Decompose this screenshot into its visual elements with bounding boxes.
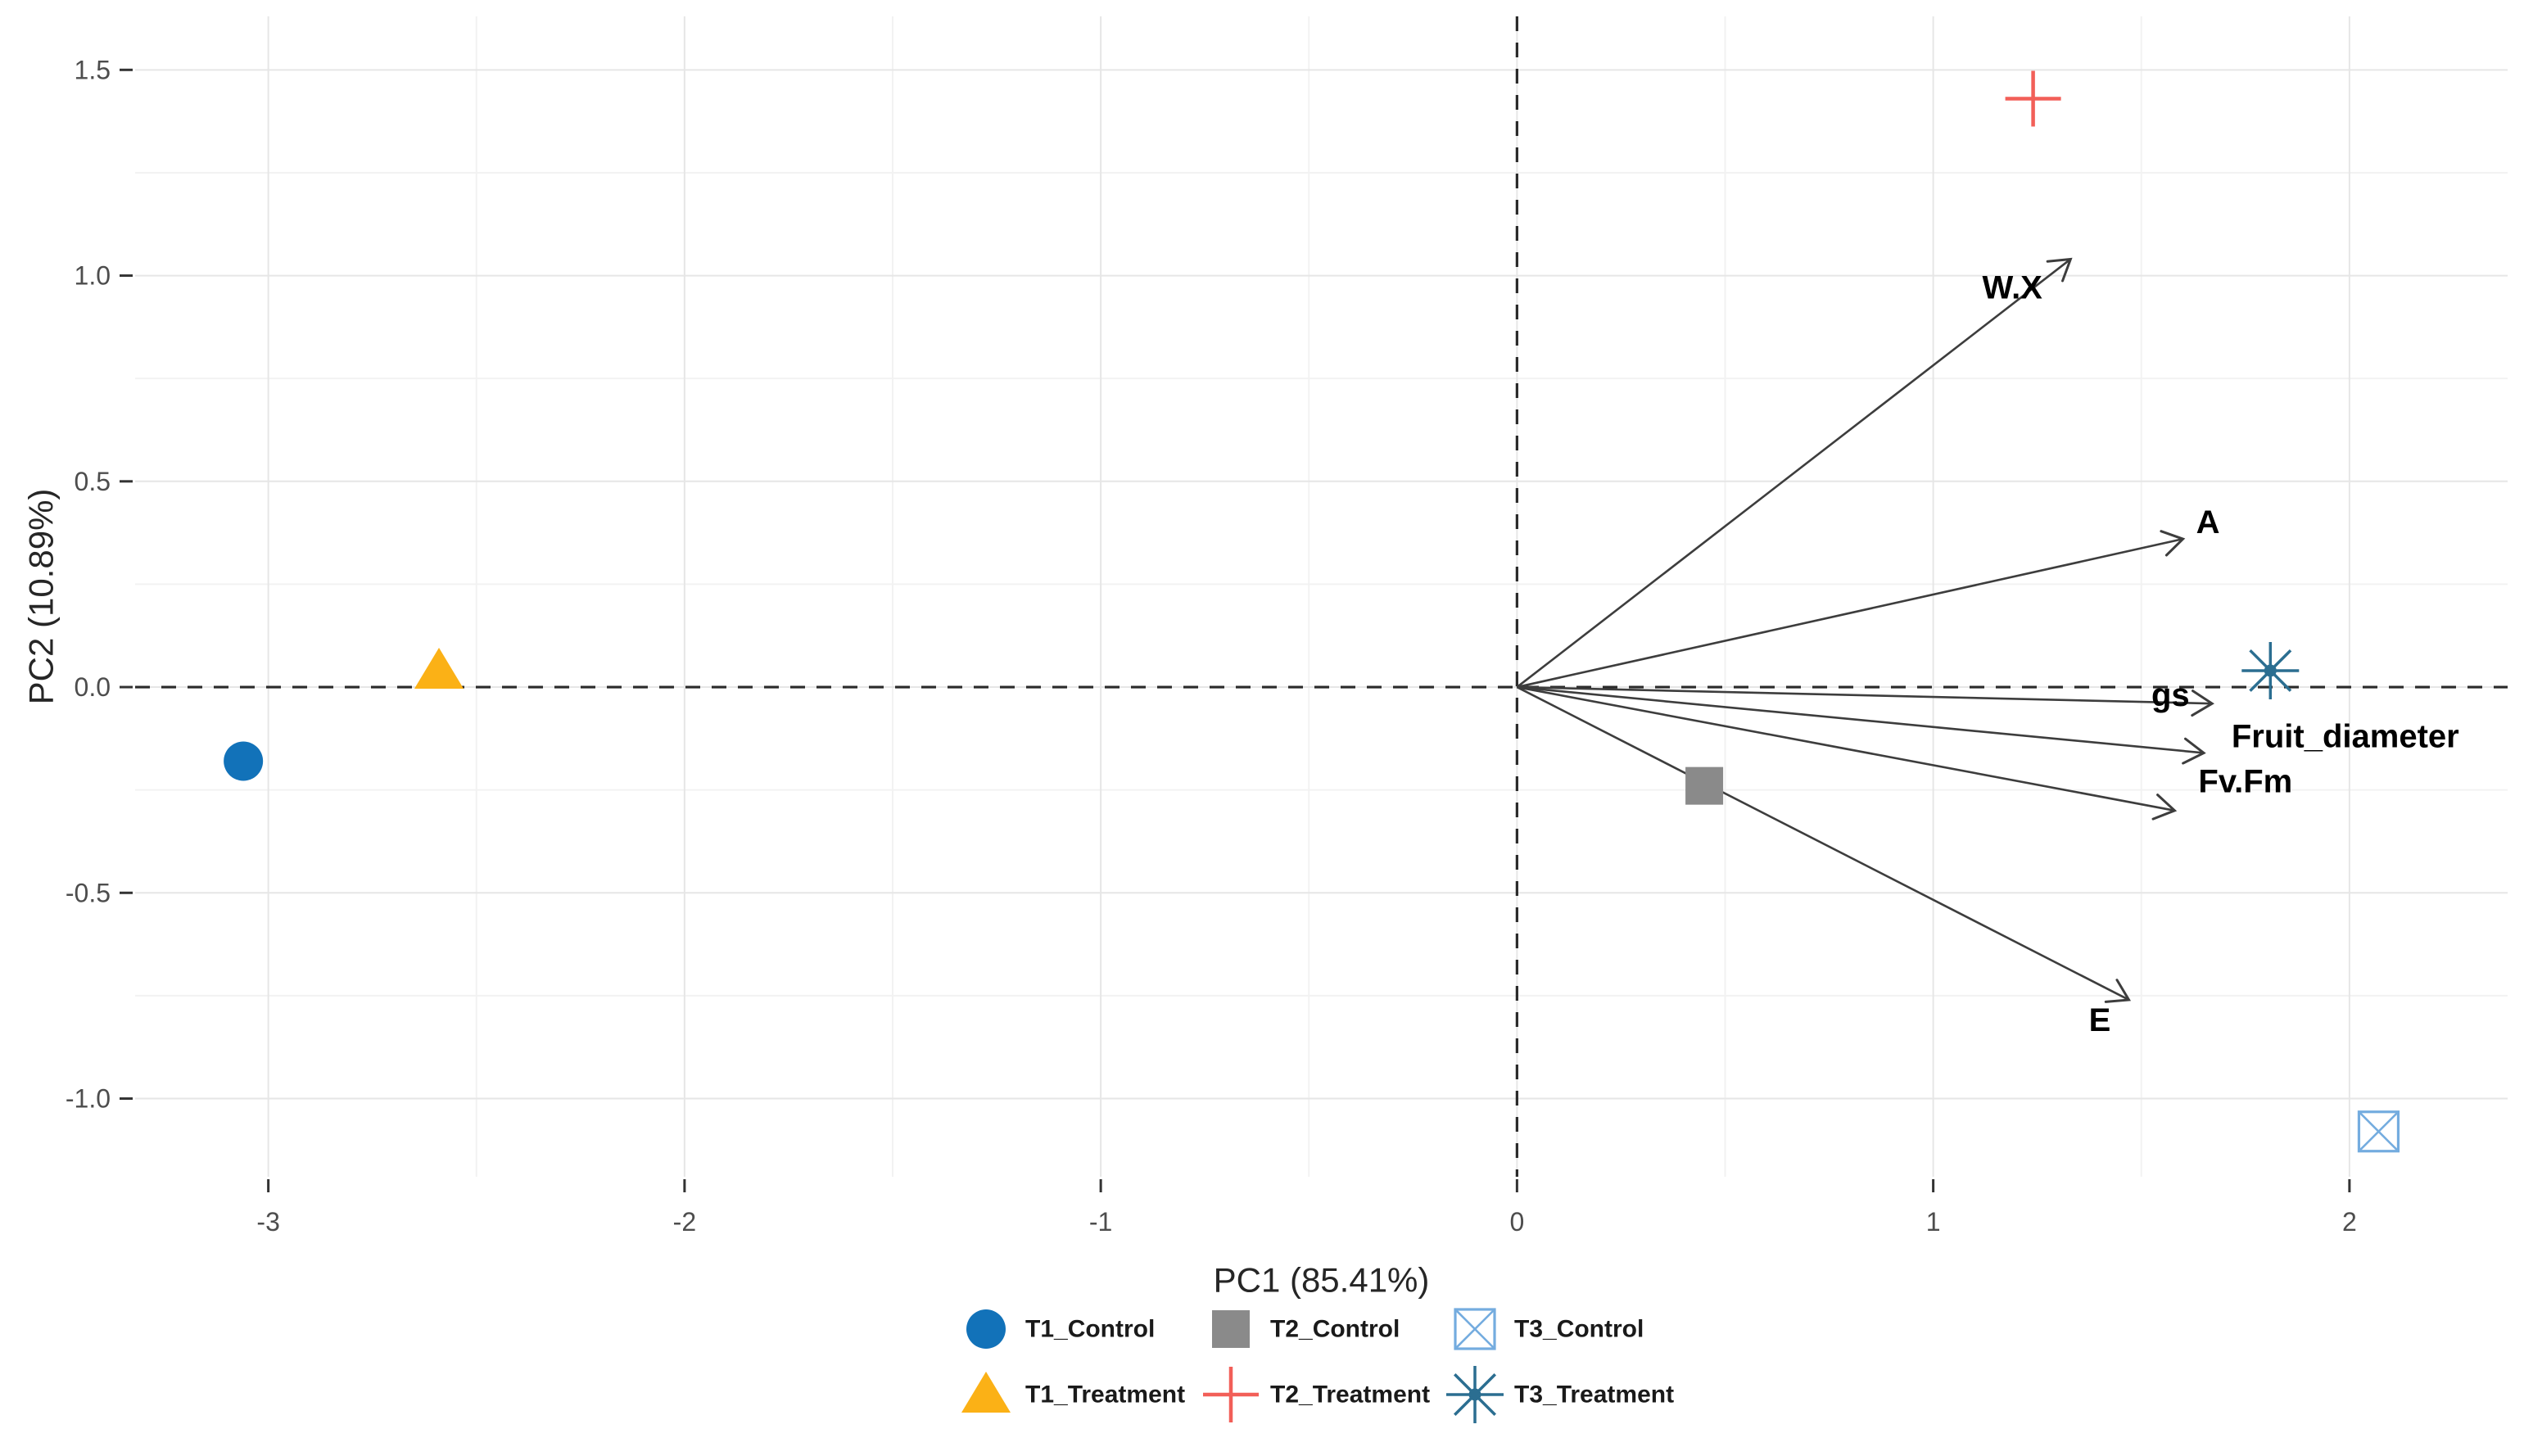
x-axis-title: PC1 (85.41%) — [1214, 1261, 1430, 1300]
axes: -3 -2 -1 0 1 2 -1.0 -0.5 0.0 0.5 1.0 1.5 PC1 (85.41%… — [22, 55, 2357, 1299]
legend-symbol-circle-icon — [966, 1309, 1006, 1349]
legend-label-t2-treatment: T2_Treatment — [1270, 1381, 1430, 1409]
y-axis-tick-label: 1.5 — [75, 55, 111, 84]
y-axis-title: PC2 (10.89%) — [22, 489, 61, 705]
legend-item-t3-control: T3_Control — [1454, 1308, 1644, 1350]
y-axis-tick-label: 0.0 — [75, 672, 111, 702]
data-point-t3-treatment — [2241, 641, 2300, 699]
loading-label-e: E — [2089, 1002, 2111, 1038]
legend-label-t1-treatment: T1_Treatment — [1025, 1381, 1185, 1409]
legend-label-t2-control: T2_Control — [1270, 1316, 1400, 1343]
loading-label-fv-fm: Fv.Fm — [2198, 764, 2292, 800]
legend-symbol-square-icon — [1212, 1310, 1250, 1348]
loading-label-w-x: W.X — [1983, 270, 2043, 306]
data-point-t2-control — [1685, 766, 1724, 805]
x-axis-tick-label: 1 — [1926, 1207, 1941, 1237]
legend-label-t1-control: T1_Control — [1025, 1316, 1155, 1343]
loading-arrows: W.X Ags Fruit_diameter Fv.Fm E — [1516, 257, 2459, 1038]
legend: T1_Control T2_Control T3_Control T1_Treatme… — [961, 1308, 1674, 1423]
x-axis-tick-label: -2 — [673, 1207, 696, 1237]
loading-label-gs: gs — [2151, 677, 2190, 713]
loading-arrow-e — [1516, 685, 2132, 1003]
y-axis-tick-label: 0.5 — [75, 467, 111, 496]
x-axis-tick-label: 2 — [2342, 1207, 2357, 1237]
loading-label-a: A — [2196, 504, 2220, 540]
legend-item-t1-control: T1_Control — [966, 1309, 1155, 1349]
loading-arrow-gs — [1517, 685, 2214, 717]
legend-label-t3-treatment: T3_Treatment — [1514, 1381, 1674, 1409]
legend-symbol-asterisk-icon — [1446, 1366, 1504, 1423]
legend-symbol-triangle-icon — [961, 1372, 1011, 1413]
grid-minor — [135, 16, 2508, 1177]
zero-reference-lines — [135, 16, 2508, 1177]
x-axis-tick-label: 0 — [1509, 1207, 1524, 1237]
data-points — [224, 70, 2400, 1153]
legend-symbol-plus-icon — [1203, 1367, 1259, 1422]
loading-label-fruit-diameter: Fruit_diameter — [2232, 718, 2459, 754]
loading-arrow-w-x — [1516, 257, 2073, 689]
legend-item-t1-treatment: T1_Treatment — [961, 1372, 1185, 1413]
y-axis-tick-label: -0.5 — [66, 878, 111, 907]
y-axis-tick-label: 1.0 — [75, 261, 111, 291]
legend-item-t3-treatment: T3_Treatment — [1446, 1366, 1674, 1423]
y-axis-tick-label: -1.0 — [66, 1084, 111, 1114]
loading-arrow-fv-fm — [1517, 685, 2178, 821]
data-point-t1-control — [224, 741, 264, 781]
legend-label-t3-control: T3_Control — [1514, 1316, 1644, 1343]
x-axis-tick-label: -3 — [256, 1207, 279, 1237]
data-point-t2-treatment — [2005, 70, 2061, 127]
x-axis-tick-label: -1 — [1089, 1207, 1112, 1237]
legend-item-t2-treatment: T2_Treatment — [1203, 1367, 1430, 1422]
legend-symbol-square-x-icon — [1454, 1308, 1496, 1350]
legend-item-t2-control: T2_Control — [1212, 1310, 1400, 1348]
loading-arrow-fruit-diameter — [1517, 685, 2206, 765]
data-point-t1-treatment — [414, 647, 464, 689]
data-point-t3-control — [2357, 1110, 2400, 1153]
loading-arrow-a — [1517, 530, 2186, 689]
